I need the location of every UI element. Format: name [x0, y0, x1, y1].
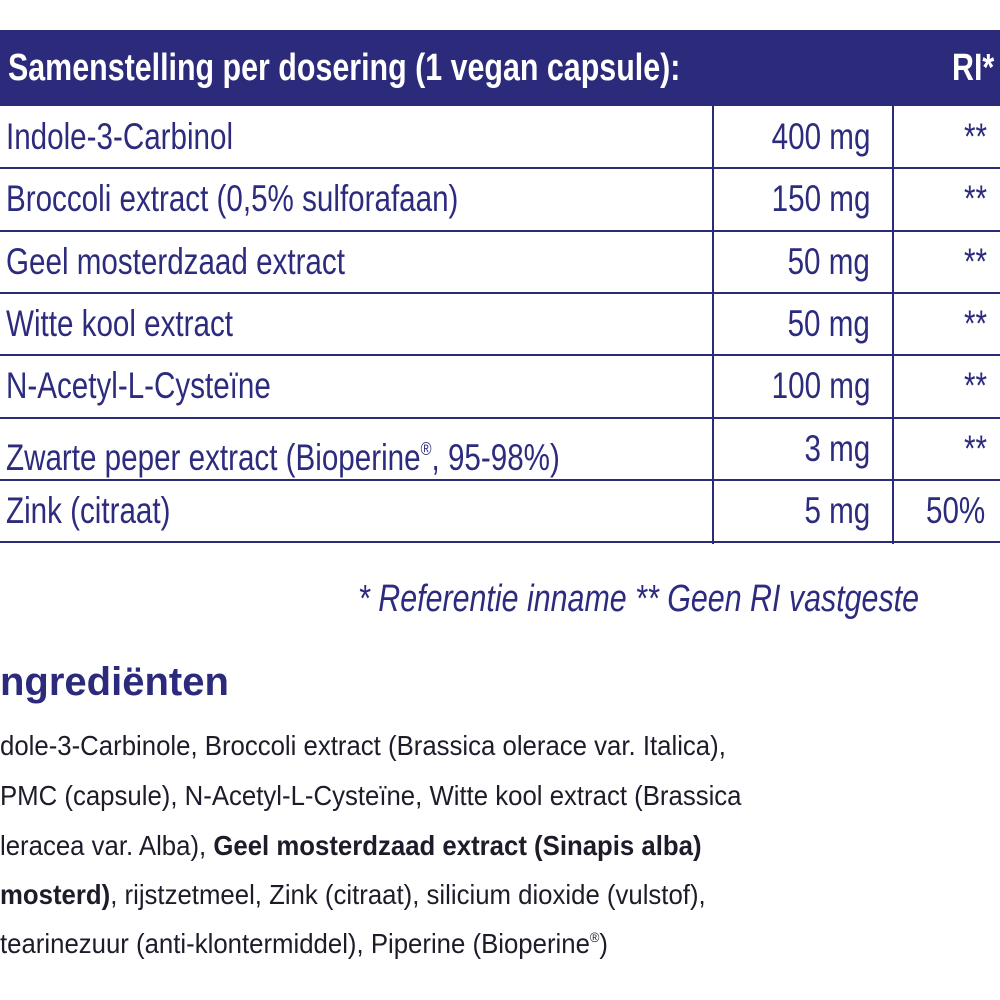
row-border — [0, 416, 1000, 419]
row-border — [0, 291, 1000, 294]
row-border — [0, 229, 1000, 232]
name-cell: Zwarte peper extract (Bioperine®, 95-98%… — [6, 418, 560, 480]
bold-text: mosterd) — [0, 879, 111, 910]
footnote: * Referentie inname ** Geen RI vastgeste — [358, 578, 920, 620]
text: Witte kool extract — [6, 302, 234, 344]
name-cell: Indole-3-Carbinol — [6, 106, 233, 168]
text: Zink (citraat) — [6, 489, 171, 531]
text: leracea var. Alba), — [0, 830, 214, 861]
amount-cell: 50 mg — [787, 302, 870, 344]
amount-cell: 150 mg — [771, 178, 870, 220]
name-cell: Witte kool extract — [6, 293, 233, 355]
text: Indole-3-Carbinol — [6, 116, 234, 157]
column-divider — [892, 106, 894, 544]
text: Zwarte peper extract (Bioperine — [6, 436, 421, 478]
ri-cell: 50% — [926, 489, 986, 531]
amount-cell: 50 mg — [787, 240, 870, 282]
ri-cell: ** — [964, 240, 988, 282]
ri-cell: ** — [964, 302, 988, 344]
text: PMC (capsule), N-Acetyl-L-Cysteïne, Witt… — [0, 780, 742, 811]
row-border — [0, 541, 1000, 544]
ri-cell: ** — [964, 116, 988, 157]
name-cell: N-Acetyl-L-Cysteïne — [6, 355, 271, 417]
bold-text: Geel mosterdzaad extract (Sinapis alba) — [213, 830, 702, 861]
name-cell: Broccoli extract (0,5% sulforafaan) — [6, 168, 458, 230]
text: Broccoli extract (0,5% sulforafaan) — [6, 178, 459, 220]
column-divider — [712, 106, 714, 544]
ingredient-line: mosterd), rijstzetmeel, Zink (citraat), … — [0, 879, 706, 911]
superscript: ® — [589, 928, 600, 945]
text: N-Acetyl-L-Cysteïne — [6, 365, 271, 407]
row-border — [0, 167, 1000, 170]
ingredient-line: leracea var. Alba), Geel mosterdzaad ext… — [0, 830, 702, 862]
text: Geel mosterdzaad extract — [6, 240, 345, 282]
ingredient-line: tearinezuur (anti-klontermiddel), Piperi… — [0, 928, 608, 960]
amount-cell: 3 mg — [804, 427, 870, 469]
amount-cell: 5 mg — [804, 489, 870, 531]
superscript: ® — [420, 437, 432, 459]
ingredient-line: PMC (capsule), N-Acetyl-L-Cysteïne, Witt… — [0, 780, 742, 812]
ri-cell: ** — [964, 178, 988, 220]
header-cell: Samenstelling per dosering (1 vegan caps… — [8, 47, 681, 89]
ri-cell: ** — [964, 365, 988, 407]
text: ) — [599, 928, 608, 959]
header-cell: RI* — [952, 47, 995, 89]
section-title: ngrediënten — [0, 660, 229, 704]
name-cell: Zink (citraat) — [6, 480, 170, 542]
text: , 95-98%) — [431, 436, 560, 478]
ingredient-line: dole-3-Carbinole, Broccoli extract (Bras… — [0, 730, 726, 762]
text: , rijstzetmeel, Zink (citraat), silicium… — [110, 879, 706, 910]
amount-cell: 400 mg — [771, 116, 870, 157]
name-cell: Geel mosterdzaad extract — [6, 231, 345, 293]
row-border — [0, 478, 1000, 481]
text: dole-3-Carbinole, Broccoli extract (Bras… — [0, 730, 726, 761]
table-header: Samenstelling per dosering (1 vegan caps… — [0, 30, 1000, 106]
row-border — [0, 354, 1000, 357]
amount-cell: 100 mg — [771, 365, 870, 407]
ri-cell: ** — [964, 427, 988, 469]
text: tearinezuur (anti-klontermiddel), Piperi… — [0, 928, 590, 959]
